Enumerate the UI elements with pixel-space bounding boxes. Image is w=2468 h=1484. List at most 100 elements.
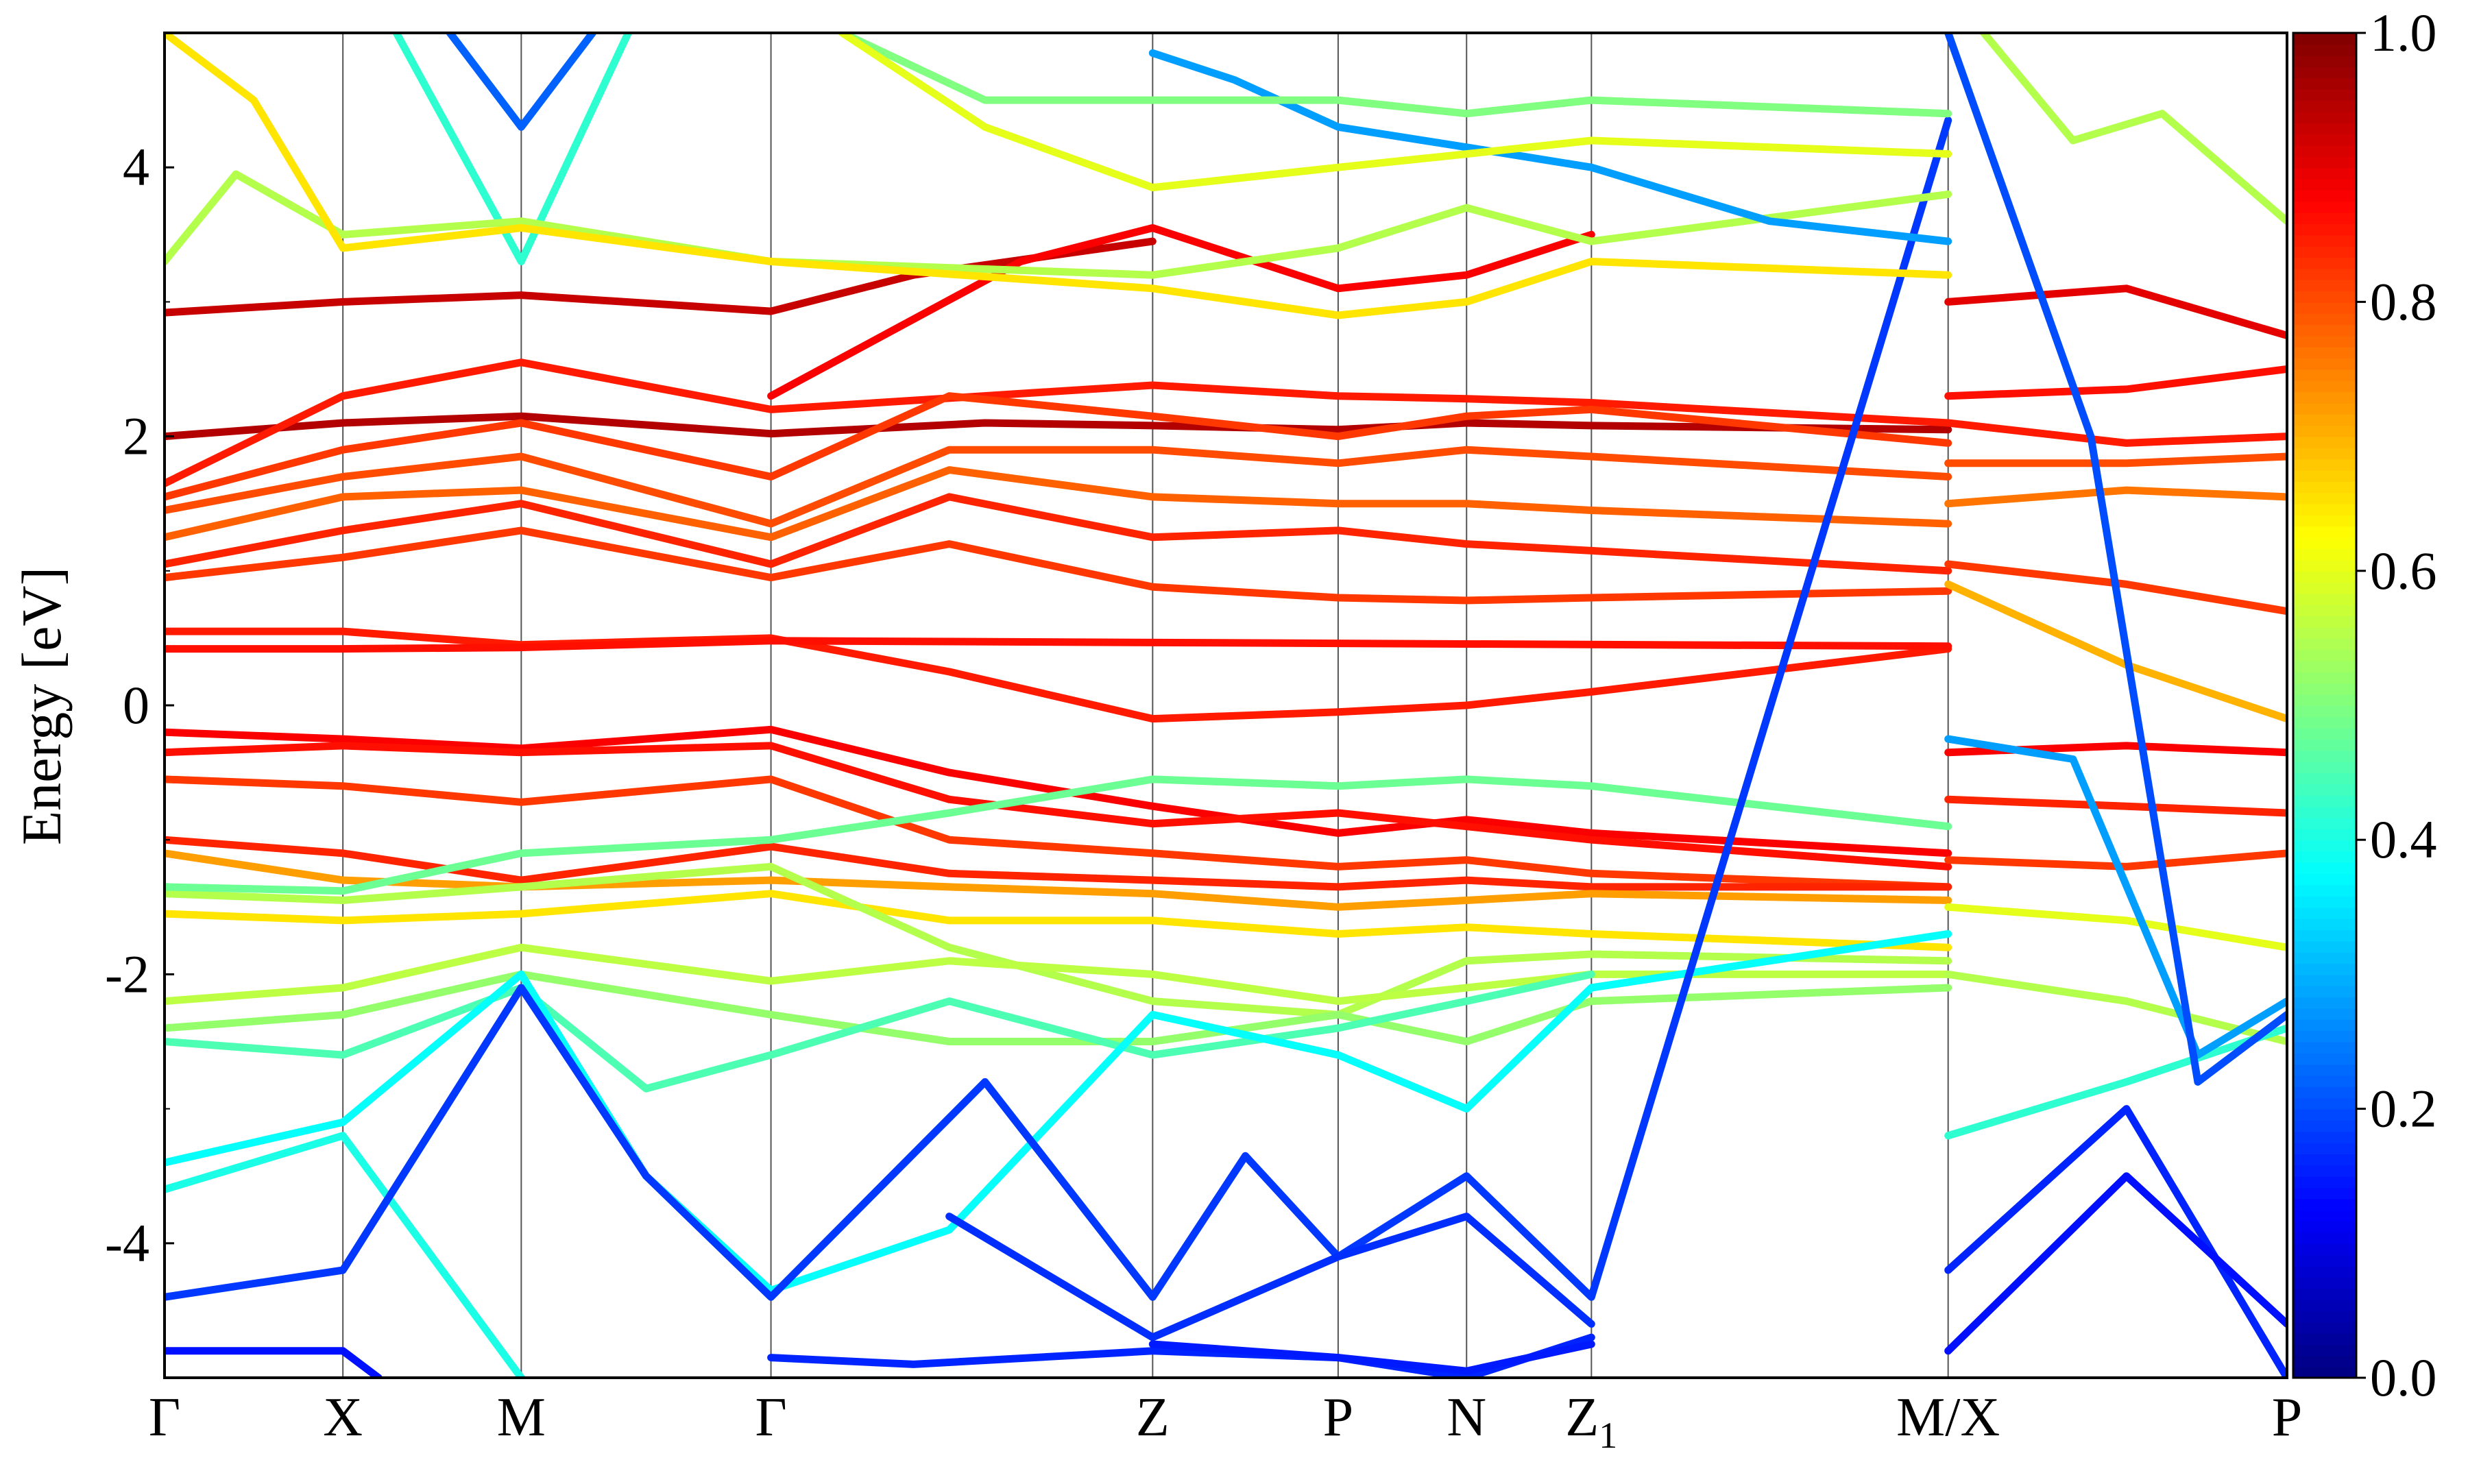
- colorbar-segment: [2293, 526, 2356, 538]
- colorbar-segment: [2293, 985, 2356, 998]
- colorbar-tick-label: 0.2: [2370, 1079, 2437, 1139]
- kpoint-label: P: [2272, 1387, 2303, 1448]
- colorbar-segment: [2293, 773, 2356, 785]
- band-line-9: [165, 627, 1952, 723]
- colorbar-segment: [2293, 1254, 2356, 1267]
- colorbar: 0.0 0.2 0.4 0.6 0.8 1.0: [2292, 3, 2437, 1407]
- colorbar-segment: [2293, 1008, 2356, 1020]
- band-line-49: [1944, 735, 2287, 1059]
- colorbar-segment: [2293, 145, 2356, 157]
- kpoint-label: M/X: [1896, 1387, 2000, 1448]
- colorbar-segment: [2293, 481, 2356, 494]
- band-line-51: [1980, 33, 2287, 226]
- colorbar-segment: [2293, 761, 2356, 774]
- colorbar-segment: [2293, 727, 2356, 740]
- colorbar-segment: [2293, 346, 2356, 359]
- band-line-20: [165, 970, 1952, 1045]
- band-line-17: [165, 862, 1952, 1019]
- colorbar-segment: [2293, 1131, 2356, 1143]
- colorbar-segment: [2293, 637, 2356, 650]
- colorbar-segment: [2293, 1097, 2356, 1110]
- band-line-52: [1944, 1105, 2287, 1378]
- colorbar-tick-label: 1.0: [2370, 3, 2437, 62]
- colorbar-segment: [2293, 604, 2356, 617]
- band-line-6: [165, 466, 1952, 542]
- colorbar-segment: [2293, 212, 2356, 224]
- band-line-11: [165, 725, 1952, 857]
- colorbar-segment: [2293, 100, 2356, 112]
- colorbar-segment: [2293, 783, 2356, 796]
- band-line-22: [165, 1132, 525, 1378]
- colorbar-segment: [2293, 1276, 2356, 1289]
- band-line-25: [165, 1347, 383, 1378]
- y-tick-label: -4: [105, 1213, 149, 1273]
- colorbar-tick-label: 0.0: [2370, 1348, 2437, 1407]
- colorbar-segment: [2293, 1288, 2356, 1300]
- colorbar-segment: [2293, 683, 2356, 695]
- colorbar-segment: [2293, 1265, 2356, 1278]
- colorbar-segment: [2293, 548, 2356, 561]
- colorbar-segment: [2293, 895, 2356, 908]
- colorbar-segment: [2293, 291, 2356, 303]
- colorbar-segment: [2293, 1108, 2356, 1121]
- kpoint-label: M: [497, 1387, 546, 1448]
- colorbar-segment: [2293, 492, 2356, 504]
- band-line-40: [1944, 486, 2287, 508]
- colorbar-frame: [2292, 32, 2358, 1379]
- colorbar-segment: [2293, 951, 2356, 964]
- band-line-50: [1944, 33, 2287, 1086]
- colorbar-segment: [2293, 739, 2356, 751]
- band-line-4: [165, 392, 1952, 501]
- colorbar-segment: [2293, 470, 2356, 482]
- colorbar-segment: [2293, 156, 2356, 169]
- colorbar-segment: [2293, 66, 2356, 79]
- colorbar-segment: [2293, 593, 2356, 605]
- y-tick-label: 0: [123, 675, 149, 735]
- colorbar-segment: [2293, 88, 2356, 101]
- colorbar-segment: [2293, 234, 2356, 247]
- colorbar-segment: [2293, 167, 2356, 180]
- band-line-53: [1944, 1172, 2287, 1355]
- band-line-19: [165, 943, 1952, 1006]
- colorbar-segment: [2293, 716, 2356, 729]
- colorbar-segment: [2293, 1176, 2356, 1189]
- colorbar-segment: [2293, 425, 2356, 437]
- kpoint-label: N: [1447, 1387, 1486, 1448]
- colorbar-segment: [2293, 268, 2356, 280]
- colorbar-segment: [2293, 369, 2356, 381]
- colorbar-segment: [2293, 963, 2356, 975]
- band-line-38: [1944, 419, 2287, 447]
- colorbar-segment: [2293, 1322, 2356, 1334]
- colorbar-segment: [2293, 794, 2356, 807]
- colorbar-segment: [2293, 627, 2356, 639]
- colorbar-segment: [2293, 391, 2356, 404]
- kpoint-label: Γ: [755, 1387, 786, 1448]
- colorbar-segment: [2293, 223, 2356, 236]
- band-line-31: [165, 33, 1952, 319]
- y-tick-label: 2: [123, 406, 149, 466]
- kpoint-label: P: [1323, 1387, 1354, 1448]
- colorbar-segment: [2293, 1198, 2356, 1211]
- band-line-16: [165, 890, 1952, 951]
- colorbar-segment: [2293, 1343, 2356, 1357]
- band-line-33: [1148, 49, 1952, 245]
- colorbar-segment: [2293, 840, 2356, 852]
- band-line-5: [165, 446, 1952, 528]
- colorbar-segment: [2293, 817, 2356, 829]
- colorbar-segment: [2293, 1299, 2356, 1311]
- band-line-3: [165, 358, 1952, 487]
- colorbar-segment: [2293, 447, 2356, 460]
- colorbar-segment: [2293, 537, 2356, 550]
- colorbar-segment: [2293, 1243, 2356, 1256]
- colorbar-segment: [2293, 929, 2356, 942]
- colorbar-segment: [2293, 862, 2356, 875]
- colorbar-segment: [2293, 134, 2356, 146]
- band-line-47: [1944, 970, 2287, 1045]
- band-line-39: [1944, 452, 2287, 467]
- band-line-32: [446, 33, 596, 131]
- colorbar-segment: [2293, 33, 2356, 45]
- colorbar-segment: [2293, 257, 2356, 269]
- colorbar-segment: [2293, 402, 2356, 415]
